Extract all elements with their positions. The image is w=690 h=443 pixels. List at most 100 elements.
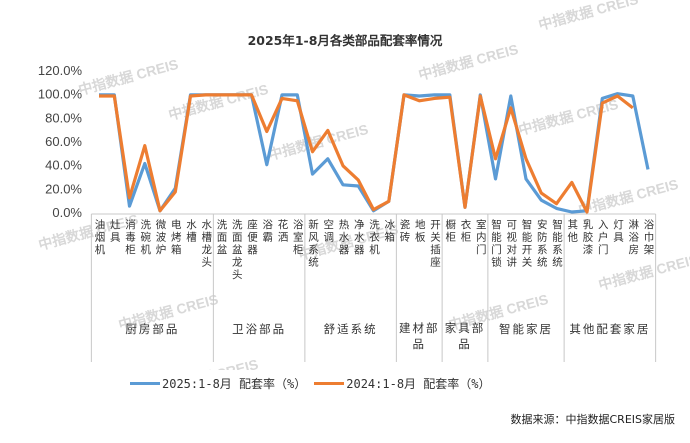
x-category-label: 头 — [202, 257, 213, 269]
x-category-label: 能 — [491, 231, 502, 244]
x-category-label: 门 — [491, 243, 502, 256]
x-category-label: 面 — [232, 232, 243, 244]
x-category-label: 新 — [308, 218, 319, 231]
x-category-label: 入 — [598, 219, 609, 231]
x-category-label: 统 — [308, 256, 319, 269]
x-category-label: 房 — [629, 243, 640, 256]
x-category-label: 户 — [598, 231, 609, 244]
x-category-label: 锁 — [491, 256, 502, 269]
x-category-label: 室 — [293, 231, 304, 244]
x-category-label: 器 — [339, 244, 350, 256]
x-category-label: 冰 — [385, 218, 396, 231]
x-category-label: 其 — [568, 219, 579, 231]
x-group-label: 建材部 — [399, 321, 440, 335]
x-category-label: 开 — [430, 219, 441, 231]
legend: 2025:1-8月 配套率（%） 2024:1-8月 配套率（%） — [130, 375, 499, 392]
x-category-label: 座 — [430, 256, 441, 269]
x-category-label: 霸 — [263, 232, 274, 244]
x-category-label: 槽 — [202, 232, 213, 244]
x-category-label: 浴 — [263, 219, 274, 231]
x-category-label: 智 — [491, 218, 502, 231]
x-category-label: 关 — [522, 256, 533, 269]
x-category-label: 能 — [552, 231, 563, 244]
x-category-label: 系 — [537, 244, 548, 256]
plot-lines — [99, 92, 650, 214]
x-category-label: 箱 — [171, 243, 182, 256]
watermark-text: 中指数据 CREIS — [417, 41, 520, 83]
x-category-label: 热 — [339, 218, 350, 231]
chart-title: 2025年1-8月各类部品配套率情况 — [247, 33, 443, 48]
x-category-label: 胶 — [583, 231, 594, 244]
x-category-label: 衣 — [461, 218, 472, 231]
x-category-label: 油 — [95, 218, 106, 231]
x-group-label: 品 — [413, 337, 427, 351]
x-category-label: 烟 — [95, 231, 106, 244]
x-category-label: 风 — [308, 232, 319, 244]
x-category-label: 龙 — [202, 243, 213, 256]
x-category-label: 讲 — [507, 256, 518, 269]
x-category-label: 开 — [522, 244, 533, 256]
x-category-label: 浴 — [644, 219, 655, 231]
x-category-label: 砖 — [400, 231, 411, 244]
x-category-label: 智 — [552, 218, 563, 231]
legend-item-2025: 2025:1-8月 配套率（%） — [130, 375, 306, 392]
data-source-note: 数据来源：中指数据CREIS家居版 — [510, 413, 676, 426]
x-category-label: 灶 — [110, 218, 121, 231]
x-category-label: 系 — [308, 244, 319, 256]
x-category-label: 水 — [186, 219, 197, 231]
x-category-label: 漆 — [583, 243, 594, 256]
x-category-label: 统 — [537, 256, 548, 269]
y-tick-label: 20.0% — [45, 181, 82, 196]
x-category-label: 衣 — [369, 231, 380, 244]
x-category-label: 淋 — [629, 218, 640, 231]
x-category-label: 橱 — [446, 218, 457, 231]
x-category-label: 灯 — [613, 219, 624, 231]
x-group-label: 智能家居 — [499, 322, 553, 336]
x-category-label: 门 — [476, 243, 487, 256]
x-category-label: 洗 — [369, 219, 380, 231]
x-category-label: 烤 — [171, 231, 182, 244]
x-category-label: 插 — [430, 243, 441, 256]
x-category-label: 关 — [430, 231, 441, 244]
x-category-label: 龙 — [232, 256, 243, 269]
x-category-label: 洒 — [278, 231, 289, 244]
x-category-label: 内 — [476, 231, 487, 244]
x-category-label: 地 — [415, 218, 426, 231]
x-category-label: 净 — [354, 218, 365, 231]
x-category-label: 智 — [522, 218, 533, 231]
x-category-label: 具 — [110, 232, 121, 244]
x-category-label: 柜 — [446, 231, 457, 244]
x-category-label: 系 — [552, 244, 563, 256]
x-group-label: 厨房部品 — [125, 322, 179, 336]
y-tick-label: 80.0% — [45, 110, 82, 125]
x-category-label: 安 — [537, 218, 548, 231]
x-category-label: 板 — [415, 231, 426, 244]
x-category-label: 碗 — [141, 231, 152, 244]
series-line — [99, 93, 634, 214]
x-category-label: 柜 — [125, 243, 136, 256]
x-category-label: 水 — [354, 232, 365, 244]
x-category-label: 毒 — [125, 231, 136, 244]
y-tick-label: 40.0% — [45, 158, 82, 173]
y-tick-label: 60.0% — [45, 134, 82, 149]
x-category-label: 机 — [95, 243, 106, 256]
x-category-label: 柜 — [461, 231, 472, 244]
x-category-label: 消 — [125, 218, 136, 231]
x-category-label: 槽 — [186, 232, 197, 244]
x-category-label: 洗 — [141, 219, 152, 231]
x-group-label: 家具部 — [445, 321, 486, 335]
x-category-label: 盆 — [217, 243, 228, 256]
x-category-label: 门 — [598, 243, 609, 256]
x-category-label: 洗 — [217, 219, 228, 231]
x-category-label: 架 — [644, 244, 655, 256]
x-category-label: 统 — [552, 256, 563, 269]
x-category-label: 室 — [476, 218, 487, 231]
x-category-label: 视 — [507, 231, 518, 244]
x-group-label: 舒适系统 — [324, 322, 378, 336]
x-category-label: 机 — [141, 243, 152, 256]
x-category-label: 电 — [171, 218, 182, 231]
x-category-label: 浴 — [293, 219, 304, 231]
x-group-label: 品 — [458, 337, 472, 351]
y-tick-label: 100.0% — [38, 87, 83, 102]
x-category-label: 箱 — [385, 231, 396, 244]
